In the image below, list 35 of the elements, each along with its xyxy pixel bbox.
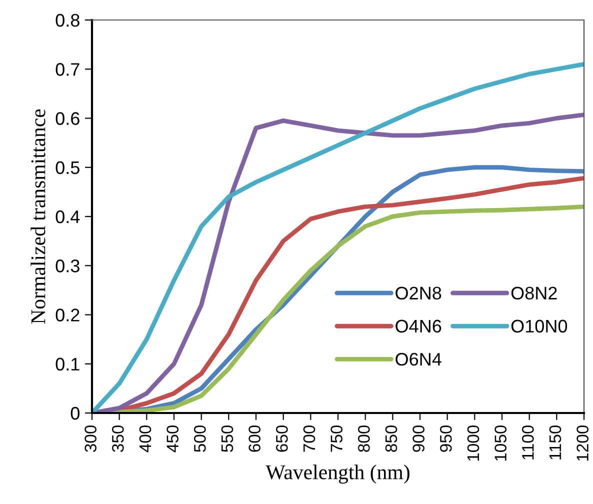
y-tick-label: 0.2 xyxy=(56,308,80,322)
legend-label: O2N8 xyxy=(396,286,442,300)
x-tick-label: 850 xyxy=(385,425,398,452)
x-tick-label: 1000 xyxy=(467,425,480,461)
x-tick-label: 1100 xyxy=(522,425,534,460)
x-tick-label: 350 xyxy=(112,425,124,452)
x-tick-label: 450 xyxy=(166,425,178,452)
x-tick-label: 900 xyxy=(412,425,424,452)
x-axis-title: Wavelength (nm) xyxy=(266,464,410,484)
x-tick-label: 950 xyxy=(440,425,452,452)
y-tick-label: 0 xyxy=(70,406,80,420)
legend-label: O6N4 xyxy=(396,352,442,366)
x-tick-label: 600 xyxy=(248,425,260,452)
x-tick-label: 400 xyxy=(139,425,152,452)
x-tick-label: 1150 xyxy=(549,425,562,460)
y-tick-label: 0.4 xyxy=(56,210,80,224)
x-tick-label: 1050 xyxy=(494,425,506,461)
x-tick-label: 550 xyxy=(221,425,234,452)
y-tick-label: 0.6 xyxy=(56,112,80,125)
x-tick-label: 300 xyxy=(84,425,96,452)
x-tick-label: 800 xyxy=(358,425,370,452)
legend-label: O4N6 xyxy=(396,320,442,333)
x-tick-label: 650 xyxy=(276,425,288,452)
y-tick-label: 0.5 xyxy=(56,161,80,174)
y-tick-label: 0.3 xyxy=(56,260,80,272)
legend-label: O10N0 xyxy=(511,320,568,333)
y-tick-label: 0.8 xyxy=(56,14,80,27)
y-tick-label: 0.1 xyxy=(56,358,80,371)
y-tick-label: 0.7 xyxy=(56,63,80,76)
legend-label: O8N2 xyxy=(511,286,557,300)
x-tick-label: 700 xyxy=(303,425,316,452)
x-tick-label: 1200 xyxy=(576,425,588,461)
x-tick-label: 750 xyxy=(330,425,342,452)
x-tick-label: 500 xyxy=(194,425,206,452)
y-axis-title: Normalized transmittance xyxy=(30,109,46,324)
